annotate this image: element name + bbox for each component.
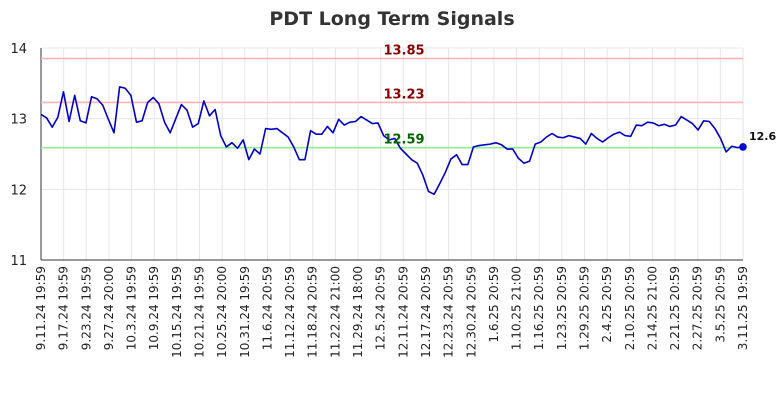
x-tick-label: 1.10.25 21:00 [510, 266, 524, 350]
x-tick-label: 12.11.24 20:59 [396, 266, 410, 358]
series-layer [40, 86, 747, 196]
x-tick-label: 2.10.25 20:59 [623, 266, 637, 350]
x-tick-label: 12.5.24 20:59 [374, 266, 388, 350]
x-tick-label: 2.27.25 20:59 [691, 266, 705, 350]
reference-line-label: 13.23 [383, 87, 424, 102]
x-tick-label: 10.25.24 20:00 [215, 266, 229, 358]
x-tick-label: 1.16.25 20:59 [532, 266, 546, 350]
chart-title: PDT Long Term Signals [269, 8, 514, 30]
reference-line-label: 13.85 [383, 44, 424, 59]
y-tick-label: 11 [10, 254, 27, 269]
x-tick-label: 12.30.24 20:59 [464, 266, 478, 358]
x-tick-label: 1.23.25 20:59 [555, 266, 569, 350]
x-tick-label: 2.4.25 20:59 [600, 266, 614, 343]
y-tick-label: 13 [10, 113, 27, 128]
y-tick-label: 14 [10, 42, 27, 57]
x-tick-label: 11.18.24 20:59 [306, 266, 320, 358]
price-line [40, 86, 744, 196]
x-tick-label: 11.12.24 20:59 [283, 266, 297, 358]
x-tick-label: 9.27.24 20:00 [102, 266, 116, 350]
axes: 11 12 13 14 9.11.24 19:59 9.17.24 19:59 9.23.2… [10, 42, 750, 358]
x-tick-label: 10.15.24 19:59 [170, 266, 184, 358]
grid [40, 47, 744, 261]
x-tick-label: 10.9.24 19:59 [147, 266, 161, 350]
x-tick-label: 10.3.24 19:59 [125, 266, 139, 350]
x-tick-label: 11.6.24 20:59 [260, 266, 274, 350]
x-tick-label: 9.11.24 19:59 [34, 266, 48, 350]
x-tick-label: 3.11.25 19:59 [736, 266, 750, 350]
x-tick-label: 12.23.24 20:59 [442, 266, 456, 358]
reference-line-label: 12.59 [383, 133, 424, 148]
x-tick-label: 2.21.25 20:59 [668, 266, 682, 350]
x-tick-label: 10.21.24 19:59 [193, 266, 207, 358]
x-tick-label: 12.17.24 20:59 [419, 266, 433, 358]
last-value-label: 12.6 [749, 130, 776, 143]
x-tick-label: 1.6.25 20:59 [487, 266, 501, 343]
x-tick-label: 11.29.24 18:00 [351, 266, 365, 358]
x-tick-label: 9.23.24 19:59 [79, 266, 93, 350]
x-tick-label: 2.14.25 21:00 [645, 266, 659, 350]
x-tick-label: 11.22.24 21:00 [328, 266, 342, 358]
x-tick-label: 9.17.24 19:59 [57, 266, 71, 350]
annotations: 13.85 13.23 12.59 12.6 [383, 44, 776, 148]
x-tick-label: 1.29.25 20:59 [577, 266, 591, 350]
x-tick-label: 10.31.24 19:59 [238, 266, 252, 358]
x-tick-label: 3.5.25 20:59 [713, 266, 727, 343]
y-tick-label: 12 [10, 183, 27, 198]
last-point-marker [739, 143, 747, 151]
